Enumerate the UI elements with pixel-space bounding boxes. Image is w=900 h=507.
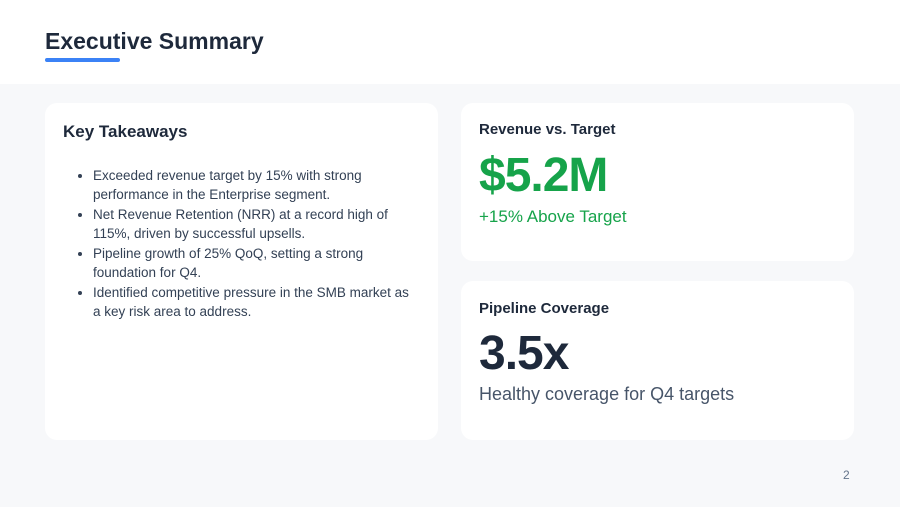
takeaway-list: Exceeded revenue target by 15% with stro…	[93, 166, 413, 322]
card-title: Pipeline Coverage	[479, 300, 610, 317]
slide-title: Executive Summary	[45, 28, 264, 54]
metric-note: Healthy coverage for Q4 targets	[479, 384, 735, 404]
title-underline	[45, 58, 120, 62]
card-title: Revenue vs. Target	[479, 121, 616, 138]
takeaway-item: Net Revenue Retention (NRR) at a record …	[93, 205, 413, 243]
takeaway-item: Exceeded revenue target by 15% with stro…	[93, 166, 413, 204]
takeaway-item: Identified competitive pressure in the S…	[93, 283, 413, 321]
metric-note: +15% Above Target	[479, 207, 627, 226]
takeaways-card: Key Takeaways Exceeded revenue target by…	[45, 103, 438, 440]
revenue-card: Revenue vs. Target $5.2M +15% Above Targ…	[461, 103, 854, 261]
header: Executive Summary	[0, 0, 900, 84]
metric-value: 3.5x	[479, 327, 569, 380]
metric-value: $5.2M	[479, 149, 608, 202]
page-number: 2	[843, 468, 850, 482]
takeaway-item: Pipeline growth of 25% QoQ, setting a st…	[93, 244, 413, 282]
card-title: Key Takeaways	[63, 122, 188, 141]
pipeline-card: Pipeline Coverage 3.5x Healthy coverage …	[461, 281, 854, 440]
